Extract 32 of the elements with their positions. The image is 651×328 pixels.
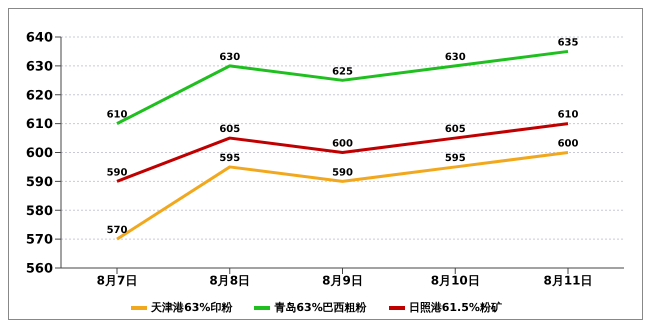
data-label: 605 <box>444 124 466 136</box>
y-tick-label: 600 <box>26 146 53 162</box>
data-label: 590 <box>106 167 128 178</box>
x-tick-label: 8月11日 <box>543 274 593 288</box>
y-tick-label: 580 <box>26 204 53 219</box>
y-tick-label: 610 <box>26 117 53 132</box>
y-tick-label: 620 <box>26 88 53 104</box>
data-label: 595 <box>219 152 240 164</box>
data-label: 610 <box>558 110 578 121</box>
data-label: 635 <box>558 37 578 48</box>
data-label: 600 <box>332 138 353 150</box>
y-tick-label: 630 <box>26 59 53 74</box>
x-tick-label: 8月8日 <box>209 274 250 288</box>
x-tick-label: 8月7日 <box>96 274 138 288</box>
legend-label: 日照港61.5%粉矿 <box>408 300 502 315</box>
x-tick-label: 8月10日 <box>430 274 480 288</box>
data-label: 570 <box>106 225 128 236</box>
y-tick-label: 640 <box>26 30 53 46</box>
data-label: 600 <box>558 138 578 150</box>
legend-label: 天津港63%印粉 <box>150 300 232 315</box>
data-label: 590 <box>332 167 353 178</box>
x-tick-label: 8月9日 <box>322 274 363 288</box>
data-label: 630 <box>219 52 240 63</box>
y-tick-label: 590 <box>26 174 53 190</box>
data-label: 605 <box>219 124 240 136</box>
data-label: 630 <box>444 52 466 63</box>
data-label: 625 <box>332 66 353 78</box>
y-tick-label: 570 <box>26 232 53 248</box>
data-label: 595 <box>444 152 466 164</box>
data-label: 610 <box>106 110 128 121</box>
y-tick-label: 560 <box>26 262 53 277</box>
legend-label: 青岛63%巴西粗粉 <box>273 300 367 315</box>
